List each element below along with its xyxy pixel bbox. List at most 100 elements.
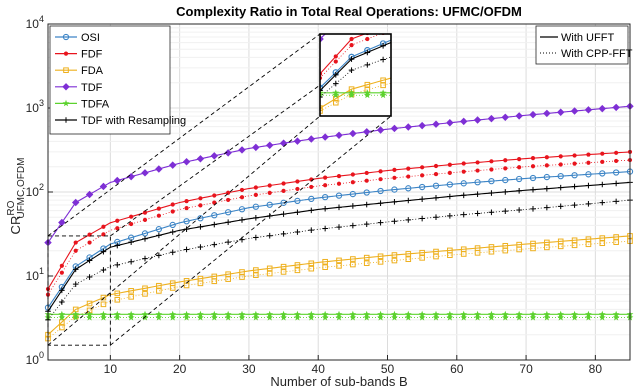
line-style-item-solid: With UFFT <box>540 32 614 44</box>
series-tdf-with-resampling <box>45 179 633 323</box>
legend-marker <box>63 117 69 123</box>
data-point <box>239 274 245 280</box>
data-point <box>115 218 120 223</box>
data-point <box>115 226 120 231</box>
y-axis-label: CRROUFMC,OFDM <box>6 158 27 235</box>
data-point <box>556 108 565 116</box>
data-point <box>155 226 163 233</box>
data-point <box>488 310 495 318</box>
data-point <box>350 203 356 209</box>
data-point <box>280 211 287 217</box>
data-point <box>197 244 204 250</box>
data-point <box>238 310 246 318</box>
data-point <box>433 171 439 177</box>
data-point <box>585 310 592 318</box>
zoom-data-point <box>332 80 339 87</box>
data-point <box>308 265 315 272</box>
y-tick-label: 104 <box>26 14 44 31</box>
data-point <box>211 212 218 219</box>
chart-title: Complexity Ratio in Total Real Operation… <box>176 4 522 19</box>
zoom-data-point <box>364 62 371 68</box>
data-point <box>391 310 398 318</box>
data-point <box>73 240 78 245</box>
data-point <box>129 214 134 219</box>
legend-item-tdfa: TDFA <box>55 98 110 110</box>
data-point <box>267 190 272 195</box>
series-tdfa <box>44 310 634 321</box>
data-point <box>294 310 301 318</box>
data-point <box>224 310 232 318</box>
data-point <box>460 310 468 318</box>
data-point <box>321 194 329 201</box>
data-point <box>530 206 536 212</box>
data-point <box>59 319 65 325</box>
data-point <box>599 240 606 247</box>
data-point <box>460 192 467 199</box>
zoom-connector <box>47 33 321 237</box>
data-point <box>335 310 343 318</box>
data-point <box>405 251 412 257</box>
data-point <box>461 169 466 174</box>
legend-marker <box>62 33 70 41</box>
y-tick-label: 101 <box>26 266 44 283</box>
y-tick-label: 103 <box>26 98 44 115</box>
data-point <box>558 154 563 159</box>
legend: OSI FDF FDA TDF TDFA TDF with Resampling <box>49 25 186 135</box>
data-point <box>460 180 467 187</box>
data-point <box>543 310 551 318</box>
data-point <box>474 313 481 321</box>
data-point <box>99 182 108 191</box>
data-point <box>210 313 218 321</box>
x-tick-label: 20 <box>173 362 187 376</box>
x-tick-label: 60 <box>450 362 464 376</box>
zoom-data-point <box>333 54 338 59</box>
data-point <box>405 256 412 263</box>
data-point <box>613 180 619 187</box>
legend-marker <box>63 67 69 74</box>
series-line-ufft <box>47 235 631 336</box>
data-point <box>544 244 550 251</box>
data-point <box>100 294 107 301</box>
data-point <box>238 313 246 321</box>
line-style-legend-box <box>535 25 629 65</box>
zoom-data-point <box>332 99 339 106</box>
data-point <box>474 191 481 197</box>
data-point <box>197 224 204 230</box>
data-point <box>460 251 467 257</box>
data-point <box>323 183 328 188</box>
data-point <box>86 313 93 321</box>
data-point <box>169 313 177 321</box>
data-point <box>543 109 551 118</box>
line-style-legend: With UFFT With CPP-FFT <box>535 25 633 65</box>
zoom-source-box <box>47 235 111 346</box>
data-point <box>529 310 537 318</box>
data-point <box>418 313 426 321</box>
data-point <box>266 232 273 239</box>
data-point <box>184 198 189 204</box>
data-point <box>238 206 246 213</box>
data-point <box>128 288 134 294</box>
data-point <box>557 243 564 250</box>
data-point <box>391 313 398 321</box>
data-point <box>253 267 259 273</box>
data-point <box>350 172 355 177</box>
data-point <box>557 173 564 180</box>
data-point <box>530 186 536 193</box>
data-point <box>391 252 398 258</box>
data-point <box>433 253 439 260</box>
zoom-inset-frame <box>319 33 392 117</box>
data-point <box>280 313 287 321</box>
legend-item-osi: OSI <box>55 32 100 44</box>
data-point <box>571 183 578 190</box>
data-point <box>557 310 565 318</box>
data-point <box>585 201 592 207</box>
data-point <box>293 137 302 145</box>
zoom-data-point <box>364 49 371 56</box>
data-point <box>516 207 522 213</box>
data-point <box>474 310 481 318</box>
y-axis-label-sup: RO <box>6 200 17 215</box>
data-point <box>571 172 578 179</box>
data-point <box>336 173 342 179</box>
data-point <box>184 205 189 211</box>
